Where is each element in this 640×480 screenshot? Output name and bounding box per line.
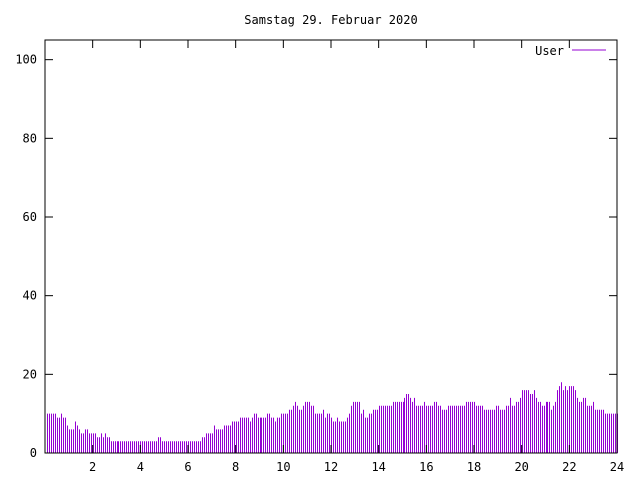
x-tick-label: 10	[276, 460, 290, 474]
y-tick-label: 60	[23, 210, 37, 224]
series-user-impulses	[47, 382, 618, 453]
x-tick-label: 24	[610, 460, 624, 474]
x-tick-label: 2	[89, 460, 96, 474]
x-tick-label: 4	[137, 460, 144, 474]
x-tick-label: 20	[514, 460, 528, 474]
x-tick-label: 12	[324, 460, 338, 474]
x-tick-label: 22	[562, 460, 576, 474]
x-tick-label: 6	[184, 460, 191, 474]
y-tick-label: 20	[23, 367, 37, 381]
x-tick-label: 18	[467, 460, 481, 474]
x-tick-label: 16	[419, 460, 433, 474]
legend: User	[535, 44, 606, 58]
y-tick-label: 100	[15, 53, 37, 67]
x-tick-label: 14	[371, 460, 385, 474]
y-tick-label: 80	[23, 131, 37, 145]
x-tick-label: 8	[232, 460, 239, 474]
legend-label-user: User	[535, 44, 564, 58]
y-tick-label: 0	[30, 446, 37, 460]
plot-border	[44, 39, 618, 454]
chart-title: Samstag 29. Februar 2020	[244, 13, 417, 27]
y-tick-label: 40	[23, 289, 37, 303]
